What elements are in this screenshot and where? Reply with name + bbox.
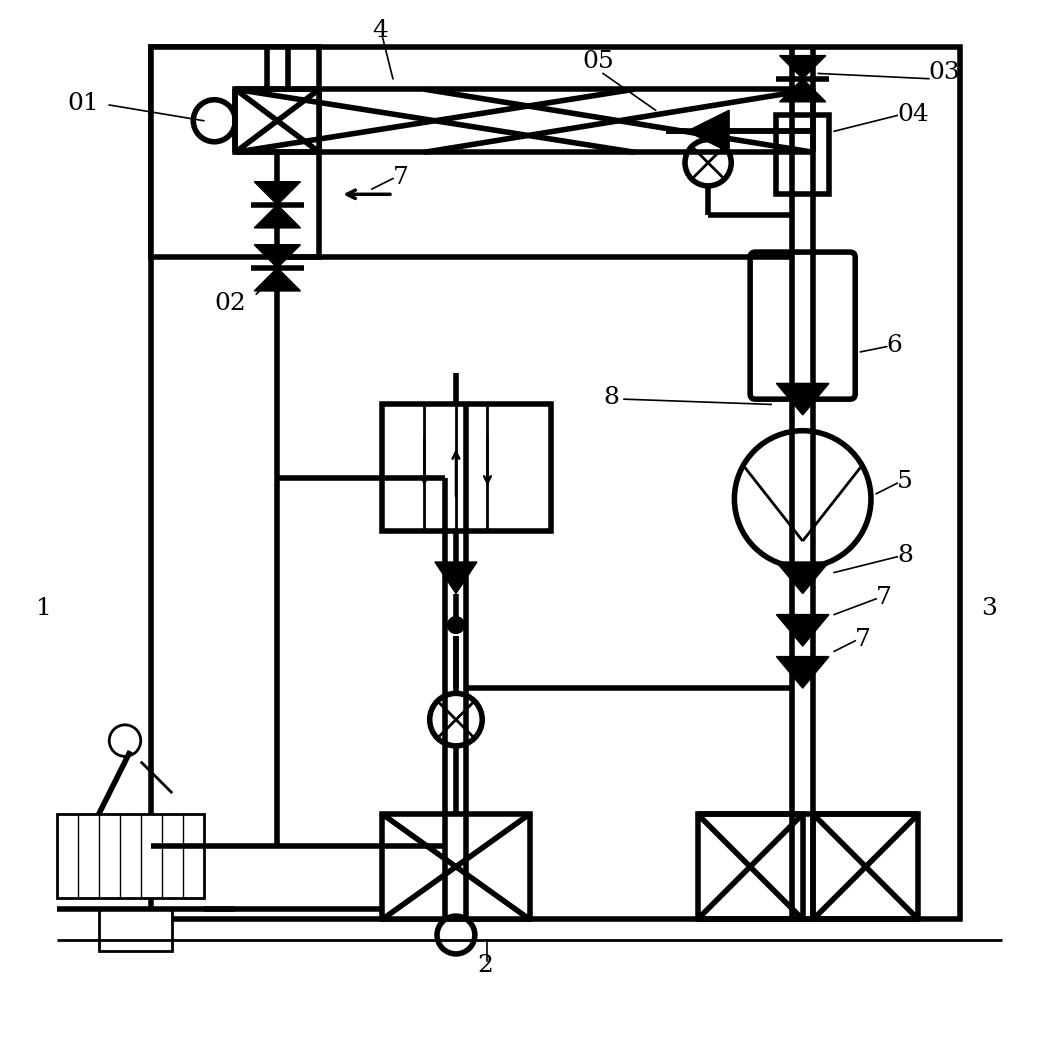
Text: 02: 02 [214,292,246,315]
Polygon shape [254,205,301,228]
Text: 3: 3 [982,596,998,620]
Text: 5: 5 [897,470,913,493]
Polygon shape [435,562,477,593]
Text: 7: 7 [876,586,892,609]
Bar [382,814,530,919]
Polygon shape [776,562,829,593]
Text: 05: 05 [582,50,614,73]
Text: 4: 4 [372,19,388,41]
Bar [698,814,803,919]
Bar [151,47,320,258]
Text: 7: 7 [393,166,409,189]
Bar [382,404,551,530]
Polygon shape [254,245,301,267]
FancyBboxPatch shape [750,253,856,399]
Bar [776,116,829,194]
Bar [98,908,173,951]
Text: 6: 6 [886,334,902,356]
Text: 7: 7 [856,628,872,651]
Polygon shape [254,267,301,291]
Polygon shape [687,110,730,153]
Polygon shape [779,79,826,102]
Bar [235,89,320,153]
Polygon shape [776,657,829,689]
Bar [151,47,961,919]
Text: 01: 01 [67,92,98,116]
Text: 03: 03 [929,60,961,84]
Bar [57,814,203,899]
Text: 04: 04 [897,103,929,126]
Polygon shape [776,614,829,646]
Circle shape [448,616,464,633]
Polygon shape [254,181,301,205]
Text: 1: 1 [36,596,52,620]
Bar [813,814,918,919]
Text: 8: 8 [897,544,913,567]
Text: 8: 8 [603,386,618,410]
Polygon shape [776,383,829,415]
Text: 2: 2 [477,954,492,977]
Polygon shape [779,55,826,79]
